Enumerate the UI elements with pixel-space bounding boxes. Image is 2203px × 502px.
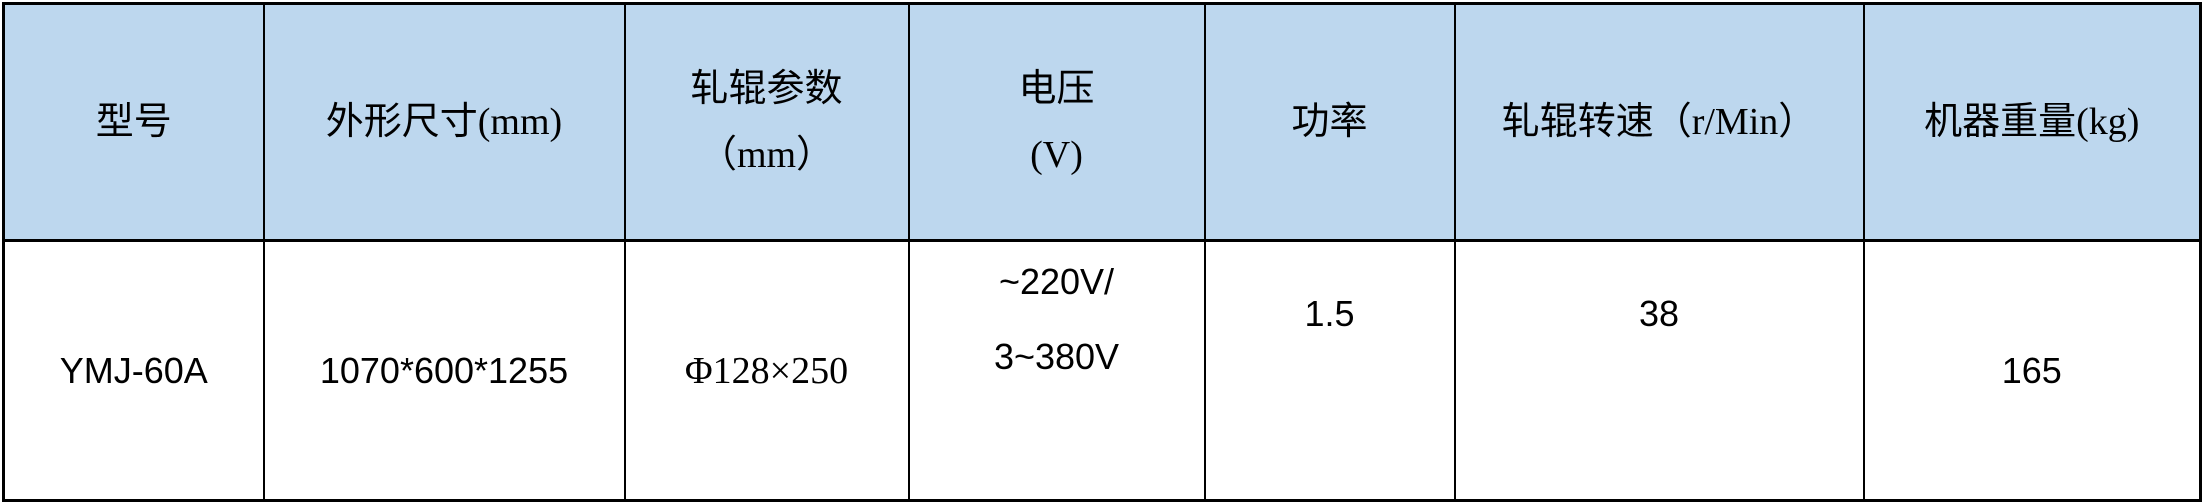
header-cell-dimensions: 外形尺寸(mm) (262, 2, 626, 242)
header-label-roller-params-line1: 轧辊参数 (690, 68, 843, 110)
value-dimensions: 1070*600*1255 (319, 349, 569, 391)
header-cell-voltage: 电压 (V) (907, 2, 1206, 242)
value-cell-voltage: ~220V/ 3~380V (907, 239, 1206, 502)
value-power: 1.5 (1304, 293, 1355, 334)
value-cell-model: YMJ-60A (2, 239, 265, 502)
value-cell-power: 1.5 (1203, 239, 1456, 502)
header-cell-roller-speed: 轧辊转速（r/Min） (1453, 2, 1865, 242)
data-row: YMJ-60A 1070*600*1255 Φ128×250 ~220V/ 3~… (2, 239, 2202, 502)
value-weight: 165 (2001, 349, 2062, 391)
header-label-voltage-line1: 电压 (1018, 68, 1095, 110)
header-cell-power: 功率 (1203, 2, 1456, 242)
header-label-roller-speed: 轧辊转速（r/Min） (1501, 101, 1817, 143)
header-label-weight: 机器重量(kg) (1924, 101, 2140, 143)
header-label-dimensions: 外形尺寸(mm) (325, 101, 563, 143)
value-cell-weight: 165 (1862, 239, 2202, 502)
value-cell-roller-params: Φ128×250 (623, 239, 910, 502)
value-voltage-line1: ~220V/ (998, 261, 1115, 302)
header-label-model: 型号 (95, 101, 172, 143)
header-row: 型号 外形尺寸(mm) 轧辊参数 （mm） 电压 (V) 功率 轧辊转速（r/M… (2, 2, 2202, 242)
value-model: YMJ-60A (59, 349, 208, 391)
value-roller-params: Φ128×250 (684, 349, 849, 392)
header-label-voltage-line2: (V) (1030, 134, 1083, 176)
header-label-roller-params-line2: （mm） (698, 134, 835, 176)
header-cell-model: 型号 (2, 2, 265, 242)
value-roller-speed: 38 (1638, 293, 1680, 334)
header-cell-roller-params: 轧辊参数 （mm） (623, 2, 910, 242)
header-label-power: 功率 (1291, 101, 1368, 143)
value-cell-dimensions: 1070*600*1255 (262, 239, 626, 502)
value-cell-roller-speed: 38 (1453, 239, 1865, 502)
value-voltage-line2: 3~380V (993, 336, 1120, 377)
header-cell-weight: 机器重量(kg) (1862, 2, 2202, 242)
